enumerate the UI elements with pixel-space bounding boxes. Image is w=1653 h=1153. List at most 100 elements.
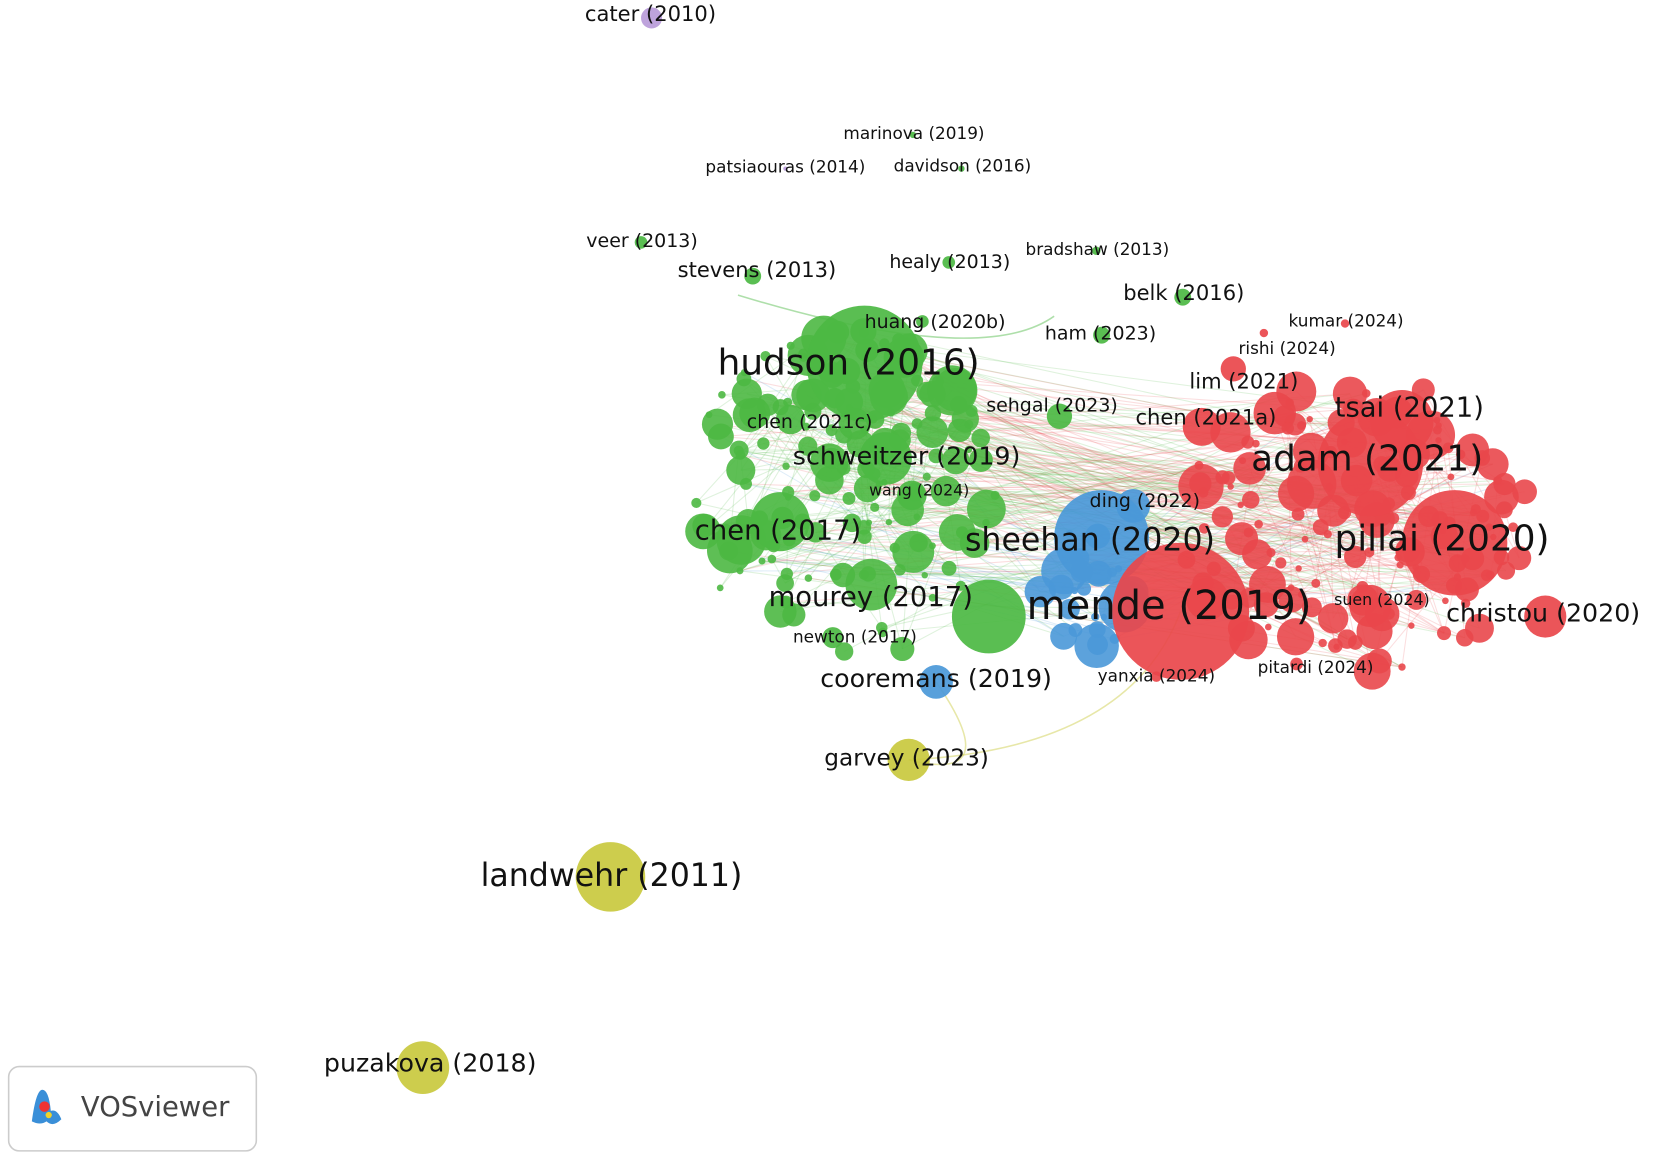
logo-icon-dot bbox=[39, 1101, 50, 1112]
edge bbox=[863, 330, 1296, 425]
node bbox=[1254, 519, 1263, 529]
node bbox=[810, 443, 849, 482]
node bbox=[1174, 288, 1192, 306]
node-label: puzakova (2018) bbox=[324, 1048, 537, 1077]
edge bbox=[761, 402, 1080, 559]
node bbox=[1264, 623, 1272, 631]
node bbox=[909, 533, 928, 553]
node-label: landwehr (2011) bbox=[481, 858, 743, 894]
node bbox=[1211, 506, 1233, 528]
node bbox=[1275, 557, 1287, 569]
node bbox=[786, 341, 795, 350]
node-label: chen (2021c) bbox=[747, 411, 873, 433]
edge bbox=[901, 437, 982, 650]
node bbox=[396, 1041, 450, 1094]
node bbox=[860, 566, 876, 582]
node bbox=[1092, 246, 1101, 256]
node bbox=[870, 502, 880, 512]
node bbox=[1233, 452, 1266, 485]
node-label: cater (2010) bbox=[585, 1, 716, 26]
node bbox=[731, 378, 762, 409]
node bbox=[1442, 597, 1449, 605]
node-label: belk (2016) bbox=[1123, 280, 1244, 305]
node bbox=[1435, 422, 1442, 429]
node bbox=[1100, 613, 1108, 621]
node bbox=[1112, 542, 1250, 680]
node bbox=[798, 348, 809, 359]
edge bbox=[1290, 556, 1356, 588]
node bbox=[744, 267, 762, 285]
node bbox=[1361, 389, 1371, 398]
node bbox=[758, 399, 766, 407]
node-label: yanxia (2024) bbox=[1098, 666, 1215, 686]
edge bbox=[863, 330, 1268, 585]
logo: VOSviewer bbox=[7, 1065, 258, 1152]
node bbox=[780, 567, 793, 581]
node bbox=[1311, 578, 1321, 588]
edge bbox=[994, 494, 1363, 588]
node bbox=[897, 480, 927, 511]
node bbox=[1046, 403, 1073, 429]
node bbox=[1387, 512, 1400, 525]
node bbox=[938, 514, 976, 551]
node bbox=[916, 315, 929, 328]
edge bbox=[916, 423, 1412, 627]
node bbox=[921, 571, 928, 579]
edge bbox=[1249, 467, 1370, 553]
node-label: patsiaouras (2014) bbox=[705, 157, 865, 177]
node-label: davidson (2016) bbox=[894, 156, 1032, 176]
node bbox=[876, 621, 888, 634]
node bbox=[760, 350, 771, 362]
node bbox=[1456, 629, 1474, 647]
node bbox=[890, 636, 915, 662]
edge bbox=[932, 431, 1321, 528]
edge bbox=[849, 406, 1243, 462]
node-label: rishi (2024) bbox=[1238, 338, 1335, 358]
node-label: newton (2017) bbox=[793, 627, 917, 647]
node bbox=[958, 165, 965, 172]
node bbox=[1406, 589, 1427, 610]
node bbox=[1312, 519, 1329, 536]
labels: cater (2010) marinova (2019) patsiaouras (… bbox=[324, 1, 1640, 1078]
node bbox=[1050, 622, 1078, 650]
node-label: mende (2019) bbox=[1027, 583, 1312, 629]
node-label: pillai (2020) bbox=[1334, 519, 1549, 560]
node bbox=[955, 580, 966, 591]
node bbox=[859, 432, 912, 485]
node bbox=[825, 424, 838, 437]
node bbox=[842, 491, 856, 505]
node-label: tsai (2021) bbox=[1335, 392, 1484, 423]
logo-box bbox=[7, 1065, 258, 1152]
node bbox=[924, 404, 942, 422]
node bbox=[798, 436, 818, 456]
node bbox=[805, 522, 826, 543]
node bbox=[835, 642, 854, 661]
edge bbox=[848, 406, 1445, 634]
edge bbox=[740, 393, 1351, 456]
node bbox=[726, 455, 756, 485]
node bbox=[1508, 522, 1518, 533]
node bbox=[916, 416, 949, 448]
node-label: ding (2022) bbox=[1090, 490, 1200, 512]
node bbox=[1054, 490, 1150, 585]
node bbox=[1349, 584, 1392, 628]
node bbox=[1087, 634, 1108, 655]
edge bbox=[814, 477, 1229, 497]
edge bbox=[917, 380, 1397, 414]
node bbox=[736, 567, 744, 575]
node bbox=[718, 391, 726, 399]
edge bbox=[971, 410, 1328, 535]
node-label: bradshaw (2013) bbox=[1026, 239, 1170, 259]
edge bbox=[888, 460, 1243, 523]
node bbox=[856, 520, 872, 535]
node bbox=[968, 448, 993, 472]
node bbox=[809, 490, 821, 502]
edge bbox=[908, 681, 967, 766]
node bbox=[1408, 622, 1415, 629]
node bbox=[740, 477, 753, 490]
node-label: chen (2021a) bbox=[1135, 404, 1276, 429]
node bbox=[1253, 592, 1279, 618]
node bbox=[1474, 450, 1491, 466]
node bbox=[1198, 523, 1210, 534]
